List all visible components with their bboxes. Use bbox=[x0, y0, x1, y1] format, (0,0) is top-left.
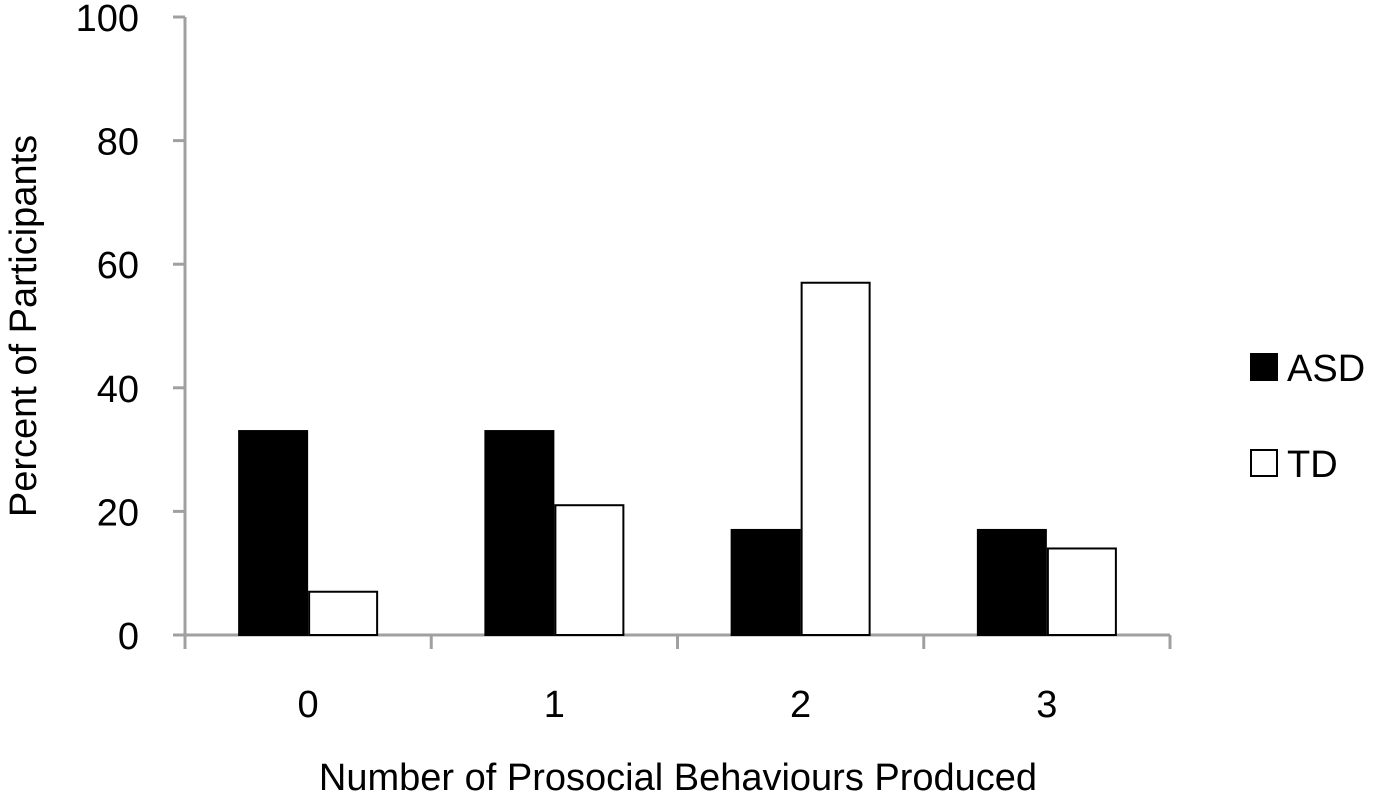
bars bbox=[238, 281, 1117, 636]
legend-label-td: TD bbox=[1287, 444, 1338, 486]
x-tick-label: 2 bbox=[790, 684, 811, 726]
bar-td-3 bbox=[1046, 547, 1117, 636]
y-axis-title: Percent of Participants bbox=[3, 135, 45, 517]
bar-asd-0 bbox=[238, 430, 309, 636]
y-axis-ticks: 0 20 40 60 80 100 bbox=[76, 0, 185, 658]
x-axis-title: Number of Prosocial Behaviours Produced bbox=[319, 757, 1037, 796]
x-tick-label: 1 bbox=[544, 684, 565, 726]
y-tick-label: 0 bbox=[118, 616, 139, 658]
x-axis-ticks: 0 1 2 3 bbox=[183, 635, 1172, 726]
y-tick-label: 60 bbox=[97, 245, 139, 287]
y-tick-label: 100 bbox=[76, 0, 139, 40]
bar-asd-2 bbox=[730, 528, 801, 636]
bar-td-1 bbox=[554, 504, 625, 636]
legend-label-asd: ASD bbox=[1287, 348, 1365, 390]
legend-swatch-asd bbox=[1250, 353, 1278, 381]
plot-area: 0 20 40 60 80 100 0 1 2 3 bbox=[76, 0, 1172, 726]
y-tick-label: 80 bbox=[97, 122, 139, 164]
bar-asd-3 bbox=[976, 528, 1047, 636]
bar-asd-1 bbox=[484, 430, 555, 636]
legend-swatch-td bbox=[1250, 449, 1278, 477]
x-tick-label: 0 bbox=[298, 684, 319, 726]
y-tick-label: 20 bbox=[97, 492, 139, 534]
bar-td-2 bbox=[800, 281, 871, 636]
legend: ASD TD bbox=[1250, 348, 1365, 486]
x-tick-label: 3 bbox=[1036, 684, 1057, 726]
y-tick-label: 40 bbox=[97, 369, 139, 411]
bar-td-0 bbox=[308, 590, 379, 636]
